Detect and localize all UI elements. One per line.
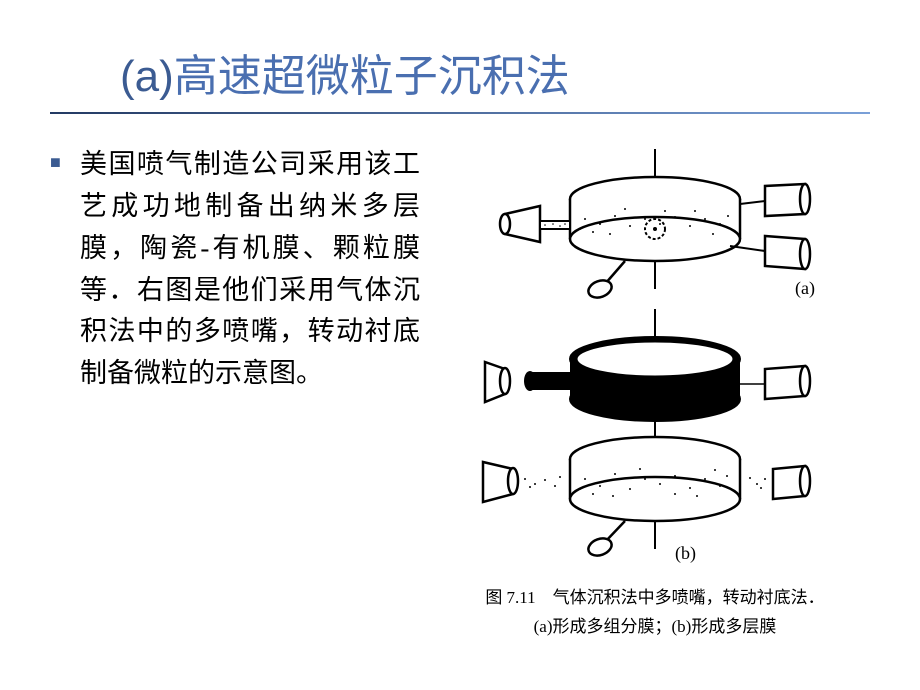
panel-a: (a) xyxy=(500,149,815,301)
title-paren-close: ) xyxy=(159,52,174,101)
caption-line-2: (a)形成多组分膜；(b)形成多层膜 xyxy=(485,613,824,642)
panel-a-label: (a) xyxy=(795,278,815,299)
deposition-diagram: (a) xyxy=(465,144,845,574)
figure-column: (a) xyxy=(440,144,870,642)
title-paren-open: ( xyxy=(120,52,135,101)
figure-caption: 图 7.11 气体沉积法中多喷嘴，转动衬底法． (a)形成多组分膜；(b)形成多… xyxy=(485,584,824,642)
bullet-icon: ■ xyxy=(50,144,80,642)
body-paragraph: 美国喷气制造公司采用该工艺成功地制备出纳米多层膜，陶瓷-有机膜、颗粒膜等．右图是… xyxy=(80,144,420,642)
slide: (a)高速超微粒子沉积法 ■ 美国喷气制造公司采用该工艺成功地制备出纳米多层膜，… xyxy=(0,0,920,690)
slide-title: (a)高速超微粒子沉积法 xyxy=(120,40,870,104)
panel-b: (b) xyxy=(483,309,810,564)
content-row: ■ 美国喷气制造公司采用该工艺成功地制备出纳米多层膜，陶瓷-有机膜、颗粒膜等．右… xyxy=(50,144,870,642)
panel-b-label: (b) xyxy=(675,543,696,564)
title-text: 高速超微粒子沉积法 xyxy=(174,52,570,101)
title-container: (a)高速超微粒子沉积法 xyxy=(50,40,870,114)
title-letter: a xyxy=(135,52,159,101)
text-column: ■ 美国喷气制造公司采用该工艺成功地制备出纳米多层膜，陶瓷-有机膜、颗粒膜等．右… xyxy=(50,144,420,642)
caption-line-1: 图 7.11 气体沉积法中多喷嘴，转动衬底法． xyxy=(485,584,824,613)
